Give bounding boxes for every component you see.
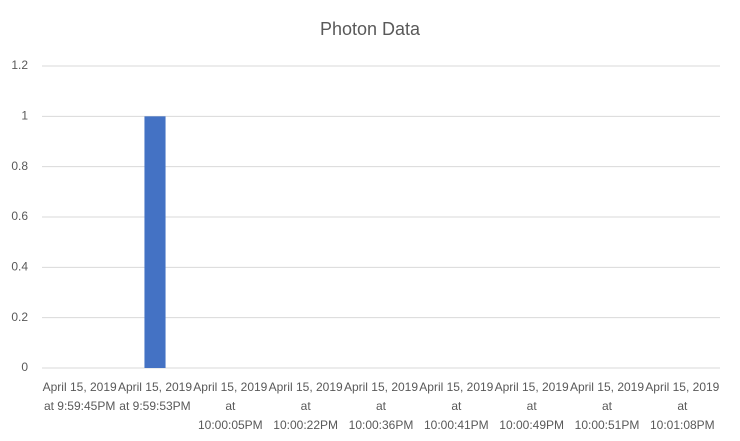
y-tick-label: 0 [21, 360, 28, 374]
y-tick-label: 0.6 [11, 209, 28, 223]
y-tick-label: 1.2 [11, 58, 28, 72]
x-tick-label: April 15, 2019 at 9:59:45PM [42, 380, 117, 413]
y-tick-label: 1 [21, 109, 28, 123]
y-tick-label: 0.2 [11, 310, 28, 324]
y-tick-label: 0.4 [11, 260, 28, 274]
x-tick-label: April 15, 2019 at 10:00:49PM [494, 380, 569, 432]
x-tick-label: April 15, 2019 at 10:00:36PM [343, 380, 419, 432]
x-tick-label: April 15, 2019 at 10:00:05PM [193, 380, 268, 432]
x-tick-label: April 15, 2019 at 10:00:41PM [419, 380, 494, 432]
x-tick-label: April 15, 2019 at 9:59:53PM [117, 380, 193, 413]
chart-title: Photon Data [320, 19, 421, 39]
bar [144, 116, 166, 368]
y-tick-label: 0.8 [11, 159, 28, 173]
x-tick-label: April 15, 2019 at 10:00:51PM [569, 380, 645, 432]
x-tick-label: April 15, 2019 at 10:00:22PM [268, 380, 343, 432]
x-tick-label: April 15, 2019 at 10:01:08PM [645, 380, 720, 432]
